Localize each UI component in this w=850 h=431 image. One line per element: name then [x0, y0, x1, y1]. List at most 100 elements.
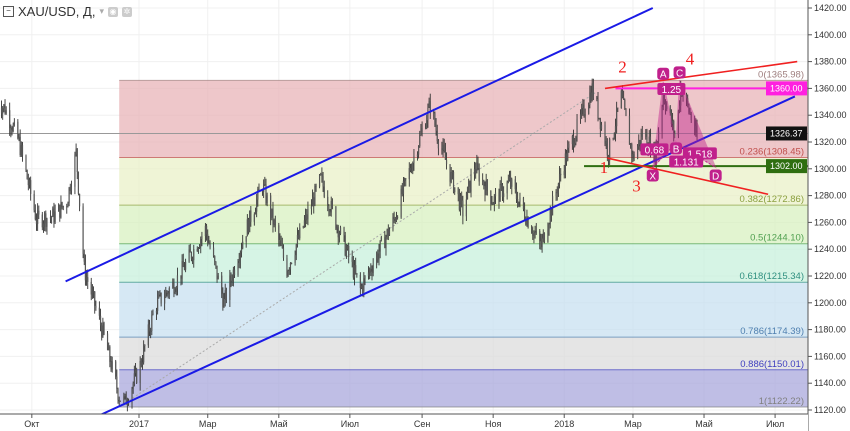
- candle-body: [133, 373, 135, 384]
- candle-body: [132, 383, 134, 389]
- candle-body: [141, 362, 144, 365]
- price-axis: [808, 0, 850, 431]
- candle-body: [466, 186, 469, 200]
- candle-body: [511, 179, 513, 187]
- pattern-point-label: C: [676, 68, 683, 79]
- candle-body: [433, 111, 435, 114]
- candle-body: [249, 210, 251, 233]
- candle-body: [257, 189, 259, 200]
- candle-body: [147, 324, 149, 346]
- candle-body: [401, 188, 403, 195]
- candle-body: [362, 285, 364, 292]
- candle-body: [264, 184, 266, 185]
- candle-body: [498, 192, 500, 202]
- candle-body: [27, 179, 29, 186]
- y-tick-label: 1120.00: [814, 405, 846, 415]
- candle-body: [429, 101, 431, 112]
- candle-body: [298, 235, 300, 239]
- candle-body: [657, 131, 660, 142]
- candle-body: [201, 236, 203, 239]
- candle-body: [609, 138, 611, 161]
- candle-body: [272, 208, 274, 225]
- time-axis: [0, 414, 808, 431]
- candle-body: [221, 275, 223, 294]
- candle-body: [590, 92, 592, 101]
- candle-body: [175, 288, 177, 293]
- candle-body: [225, 290, 227, 301]
- candle-body: [606, 140, 608, 156]
- candle-body: [565, 153, 568, 161]
- candle-body: [677, 110, 679, 136]
- candle-body: [230, 275, 232, 281]
- collapse-icon[interactable]: −: [3, 6, 14, 17]
- candle-body: [118, 399, 120, 402]
- candle-body: [327, 196, 329, 206]
- x-tick-label: 2018: [554, 419, 574, 429]
- candle-body: [380, 237, 382, 241]
- candle-body: [581, 108, 583, 115]
- candle-body: [61, 202, 63, 208]
- candle-body: [152, 312, 154, 315]
- candle-body: [240, 248, 243, 253]
- candle-body: [51, 216, 53, 218]
- fib-level-label: 0.382(1272.86): [740, 194, 804, 205]
- dropdown-caret-icon[interactable]: ▾: [99, 6, 104, 16]
- candle-body: [436, 130, 438, 142]
- fib-level-label: 0.618(1215.34): [740, 271, 804, 282]
- candle-body: [174, 292, 176, 294]
- candle-body: [484, 186, 486, 195]
- candle-body: [19, 136, 21, 156]
- candle-body: [180, 275, 182, 279]
- wave-label: 2: [618, 57, 627, 76]
- candle-body: [224, 290, 226, 300]
- eye-icon[interactable]: ◉: [107, 6, 118, 17]
- candle-body: [274, 220, 276, 226]
- candle-body: [450, 172, 452, 182]
- candle-body: [535, 230, 537, 233]
- y-tick-label: 1180.00: [814, 325, 846, 335]
- candle-body: [313, 197, 315, 206]
- candle-body: [395, 216, 398, 221]
- fib-level-label: 0.236(1308.45): [740, 146, 804, 157]
- candle-body: [10, 128, 12, 130]
- candle-body: [534, 231, 536, 233]
- level-1360-badge-label: 1360.00: [770, 83, 803, 93]
- level-1360-badge: [766, 81, 807, 96]
- wedge-line: [604, 60, 798, 90]
- candle-body: [451, 171, 453, 173]
- candle-body: [501, 184, 504, 197]
- candle-body: [486, 180, 488, 191]
- candle-body: [188, 249, 190, 262]
- candle-body: [159, 292, 161, 295]
- candle-body: [599, 118, 601, 130]
- candle-body: [335, 206, 337, 229]
- candle-body: [377, 253, 379, 260]
- candle-body: [157, 298, 159, 311]
- candle-body: [408, 168, 410, 180]
- candle-body: [95, 305, 97, 308]
- candle-body: [18, 136, 20, 139]
- candle-body: [444, 150, 446, 160]
- candle-body: [67, 202, 69, 208]
- pattern-point-badge: [670, 142, 683, 155]
- candle-body: [478, 168, 480, 182]
- pattern-point-badge: [673, 66, 686, 79]
- gear-icon[interactable]: ✲: [121, 6, 132, 17]
- candle-body: [356, 273, 358, 275]
- candle-body: [11, 129, 13, 132]
- candle-body: [687, 98, 689, 105]
- candle-body: [673, 120, 675, 134]
- candle-body: [575, 136, 577, 144]
- fib-band: [119, 157, 808, 206]
- candle-body: [633, 154, 635, 159]
- candle-body: [253, 214, 255, 222]
- candle-body: [621, 90, 624, 98]
- candle-body: [563, 171, 565, 176]
- fib-band: [119, 282, 808, 338]
- candle-body: [477, 162, 479, 169]
- candle-body: [101, 325, 103, 337]
- candle-body: [238, 260, 240, 264]
- candle-body: [386, 229, 388, 238]
- candle-body: [519, 197, 521, 202]
